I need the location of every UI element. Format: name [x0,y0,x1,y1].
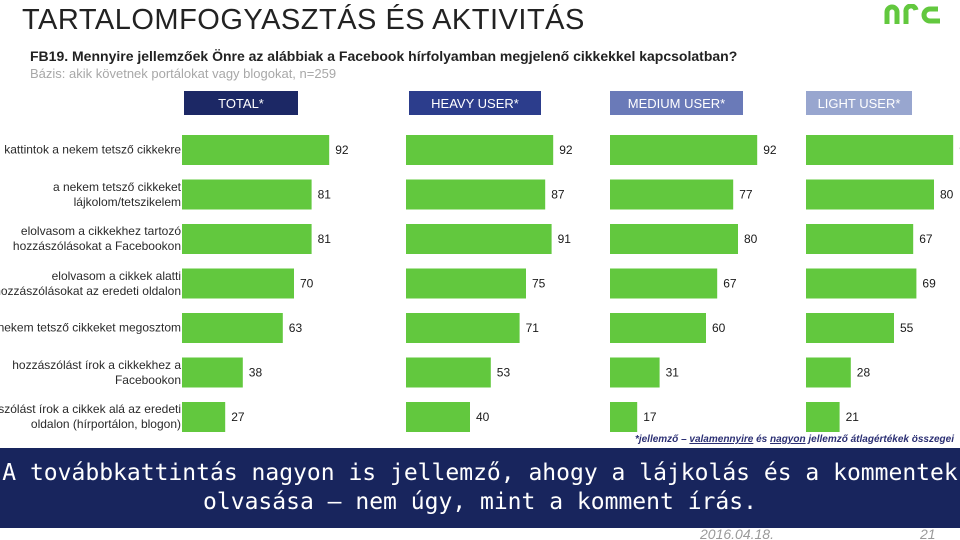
category-label-2: a nekem tetsző cikkeket lájkolom/tetszike… [53,180,181,210]
data-label-2-4: 75 [532,277,546,291]
bar-3-1 [610,135,758,165]
bar-2-5 [406,313,520,343]
category-label-5: a nekem tetsző cikkeket megosztom [0,320,181,335]
category-label-3-line-2: hozzászólásokat a Facebookon [12,239,181,253]
bar-3-4 [610,268,718,299]
data-label-2-5: 71 [526,321,540,335]
bar-3-5 [610,313,706,343]
footnote-underlined-2: nagyon [770,434,806,445]
category-label-4-line-2: hozzászólásokat az eredeti oldalon [0,283,181,298]
bar-2-1 [406,135,554,165]
data-label-4-3: 67 [919,232,933,246]
category-label-7: hozzászólást írok a cikkek alá az eredet… [0,402,181,432]
footnote-middle: és [753,434,771,445]
data-label-2-6: 53 [497,366,511,380]
category-label-7-line-1: hozzászólást írok a cikkek alá az eredet… [0,402,181,416]
bar-1-2 [182,179,312,210]
bar-1-4 [182,268,294,299]
bar-4-6 [806,357,851,388]
data-label-3-1: 92 [763,143,777,157]
category-label-4-line-1: elolvasom a cikkek alatti [51,268,181,283]
footnote-suffix: jellemző átlagértékek összegei [805,434,954,445]
slide-date: 2016.04.18. [700,526,774,540]
bar-2-3 [406,224,552,254]
data-label-2-1: 92 [559,143,573,157]
category-label-4: elolvasom a cikkek alatti hozzászólásokat… [0,269,181,299]
segment-header-light: LIGHT USER* [806,91,912,115]
data-label-3-6: 31 [666,366,680,380]
bar-3-2 [610,179,734,210]
category-label-3: elolvasom a cikkekhez tartozó hozzászólás… [13,224,181,254]
conclusion-text: A továbbkattintás nagyon is jellemző, ah… [2,459,957,517]
data-label-3-7: 17 [643,410,657,424]
category-label-6-line-2: Facebookon [114,372,181,387]
bar-2-4 [406,268,526,299]
bar-2-7 [406,402,470,432]
bar-1-3 [182,224,312,254]
bar-4-1 [806,135,954,165]
data-label-1-7: 27 [231,410,245,424]
bar-chart: 92 81 81 70 63 38 27 92 87 91 75 71 53 40 92 77 80 67 60 31… [182,135,960,432]
slide-title: TARTALOMFOGYASZTÁS ÉS AKTIVITÁS [22,4,585,36]
question-text: FB19. Mennyire jellemzőek Önre az alábbi… [30,48,738,64]
bar-2-2 [406,179,546,210]
conclusion-banner: A továbbkattintás nagyon is jellemző, ah… [0,448,960,528]
segment-header-medium: MEDIUM USER* [610,91,743,115]
data-label-4-6: 28 [857,366,871,380]
data-label-1-4: 70 [300,277,314,291]
bar-1-1 [182,135,330,165]
bar-4-5 [806,313,894,343]
page-number: 21 [920,526,936,540]
nrc-logo-icon [884,4,940,24]
data-label-4-4: 69 [922,277,936,291]
data-label-1-2: 81 [318,188,332,202]
segment-header-heavy: HEAVY USER* [409,91,541,115]
bar-1-6 [182,357,243,388]
data-label-1-3: 81 [318,232,332,246]
bar-1-7 [182,402,226,432]
footnote-underlined: valamennyire [689,434,754,445]
category-label-7-line-2: oldalon (hírportálon, blogon) [30,417,181,431]
data-label-1-1: 92 [335,143,349,157]
bar-3-7 [610,402,638,432]
category-label-1: kattintok a nekem tetsző cikkekre [4,142,181,157]
category-label-2-line-1: a nekem tetsző cikkeket [52,179,181,194]
data-label-3-3: 80 [744,232,758,246]
data-label-2-7: 40 [476,410,490,424]
data-label-3-5: 60 [712,321,726,335]
data-label-4-2: 80 [940,188,954,202]
category-label-6: hozzászólást írok a cikkekhez a Facebooko… [12,358,181,388]
data-label-4-5: 55 [900,321,914,335]
segment-header-total: TOTAL* [184,91,298,115]
bar-4-4 [806,268,917,299]
bar-4-7 [806,402,840,432]
bar-1-5 [182,313,283,343]
bar-4-2 [806,179,934,210]
footnote: *jellemző – valamennyire és nagyon jelle… [635,434,954,445]
category-label-3-line-1: elolvasom a cikkekhez tartozó [20,224,181,238]
bar-3-6 [610,357,660,388]
bar-2-6 [406,357,491,388]
category-label-2-line-2: lájkolom/tetszikelem [73,194,181,209]
data-label-3-2: 77 [739,188,753,202]
category-label-6-line-1: hozzászólást írok a cikkekhez a [12,357,181,372]
bar-3-3 [610,224,738,254]
data-label-2-2: 87 [551,188,565,202]
data-label-2-3: 91 [558,232,572,246]
bar-4-3 [806,224,914,254]
footnote-prefix: *jellemző – [634,434,690,445]
data-label-1-6: 38 [249,366,263,380]
conclusion-line-1: A továbbkattintás nagyon is jellemző, ah… [2,460,958,486]
data-label-1-5: 63 [289,321,303,335]
data-label-4-7: 21 [846,410,860,424]
data-label-3-4: 67 [723,277,737,291]
conclusion-line-2: olvasása – nem úgy, mint a komment írás. [203,489,757,515]
base-text: Bázis: akik követnek portálokat vagy blo… [30,66,337,81]
